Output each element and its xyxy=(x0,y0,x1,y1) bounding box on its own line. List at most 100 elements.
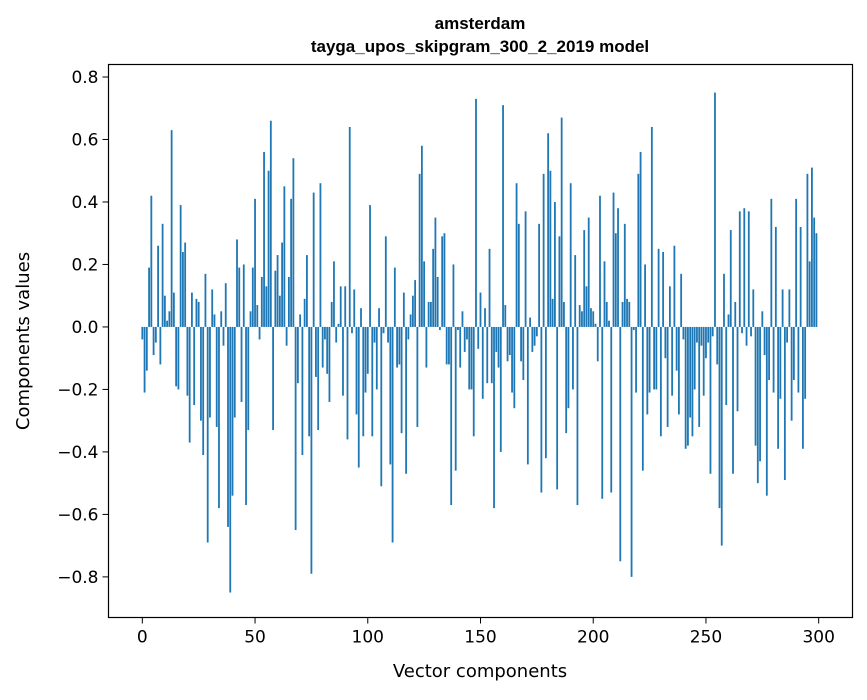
bar xyxy=(405,326,408,474)
bar xyxy=(213,314,216,327)
bar xyxy=(761,311,764,327)
bar xyxy=(463,326,466,352)
bar xyxy=(269,120,272,327)
bar xyxy=(508,326,511,356)
bar xyxy=(668,286,671,327)
x-tick-label: 100 xyxy=(352,628,384,648)
bar xyxy=(583,230,586,327)
bar xyxy=(736,326,739,412)
bar xyxy=(260,276,263,327)
plot-frame xyxy=(107,63,854,619)
bar xyxy=(741,326,743,334)
bar xyxy=(276,255,279,327)
bar xyxy=(441,236,444,327)
bar xyxy=(792,326,795,381)
bar xyxy=(806,173,809,327)
bar xyxy=(777,326,780,449)
bar xyxy=(799,226,802,327)
bar xyxy=(188,326,191,443)
bar xyxy=(161,223,164,327)
bar xyxy=(360,308,362,327)
bar xyxy=(520,326,522,362)
bar xyxy=(204,273,207,327)
bar xyxy=(335,326,338,343)
bar xyxy=(813,217,816,327)
bar xyxy=(750,326,752,337)
bar xyxy=(533,326,536,346)
bar xyxy=(272,326,274,431)
bar xyxy=(450,326,453,506)
bar xyxy=(195,298,198,327)
bar xyxy=(267,170,270,327)
bar xyxy=(420,145,423,327)
bar xyxy=(653,326,656,390)
bar xyxy=(296,326,299,384)
bar xyxy=(747,211,750,327)
bar xyxy=(369,205,371,327)
bar xyxy=(786,326,789,343)
bar xyxy=(202,326,205,456)
bar xyxy=(148,267,150,327)
bar xyxy=(150,195,153,327)
bar xyxy=(612,192,615,327)
bar xyxy=(389,326,392,465)
bar xyxy=(705,326,707,359)
bar xyxy=(418,173,421,327)
bar xyxy=(610,326,613,493)
bar xyxy=(689,326,692,418)
bar xyxy=(466,326,468,340)
bar xyxy=(664,326,667,359)
bar xyxy=(639,151,642,327)
bar xyxy=(292,158,295,327)
bar xyxy=(655,326,658,390)
bar xyxy=(375,326,378,390)
bar xyxy=(556,326,559,490)
bar xyxy=(551,298,554,327)
bar xyxy=(495,326,498,352)
bar xyxy=(738,211,741,327)
bar xyxy=(540,326,543,493)
bar xyxy=(258,326,261,340)
y-tick-label: −0.2 xyxy=(57,380,98,400)
bar xyxy=(617,208,619,327)
bar xyxy=(197,301,200,327)
bar xyxy=(691,326,694,437)
bar xyxy=(486,326,489,384)
bar xyxy=(281,242,284,327)
bar xyxy=(229,326,232,593)
bar xyxy=(181,251,184,327)
bar xyxy=(206,326,209,543)
bar xyxy=(635,326,637,393)
bar xyxy=(193,326,196,406)
y-tick-label: 0.4 xyxy=(71,193,98,213)
x-axis-label: Vector components xyxy=(393,661,567,682)
bar xyxy=(303,298,306,327)
bar xyxy=(729,230,732,327)
bar xyxy=(166,320,169,327)
bar xyxy=(619,326,622,562)
bar xyxy=(170,130,173,327)
bar xyxy=(585,286,588,327)
bar xyxy=(265,286,268,327)
bar xyxy=(702,326,705,396)
bar xyxy=(448,326,450,365)
bar xyxy=(603,261,606,327)
bar xyxy=(815,233,818,327)
bar xyxy=(191,292,193,327)
bar xyxy=(808,261,811,327)
bar xyxy=(290,198,293,327)
bar xyxy=(344,286,347,327)
bar xyxy=(594,323,597,327)
bar xyxy=(732,326,734,474)
bar xyxy=(763,326,766,356)
bar xyxy=(650,126,653,327)
bar xyxy=(200,326,202,421)
bar xyxy=(457,326,459,331)
bar xyxy=(308,326,311,437)
bar xyxy=(355,326,358,415)
bar xyxy=(402,292,405,327)
bar xyxy=(445,326,448,365)
bar xyxy=(783,326,786,481)
bar xyxy=(425,326,428,368)
bar xyxy=(364,326,367,393)
